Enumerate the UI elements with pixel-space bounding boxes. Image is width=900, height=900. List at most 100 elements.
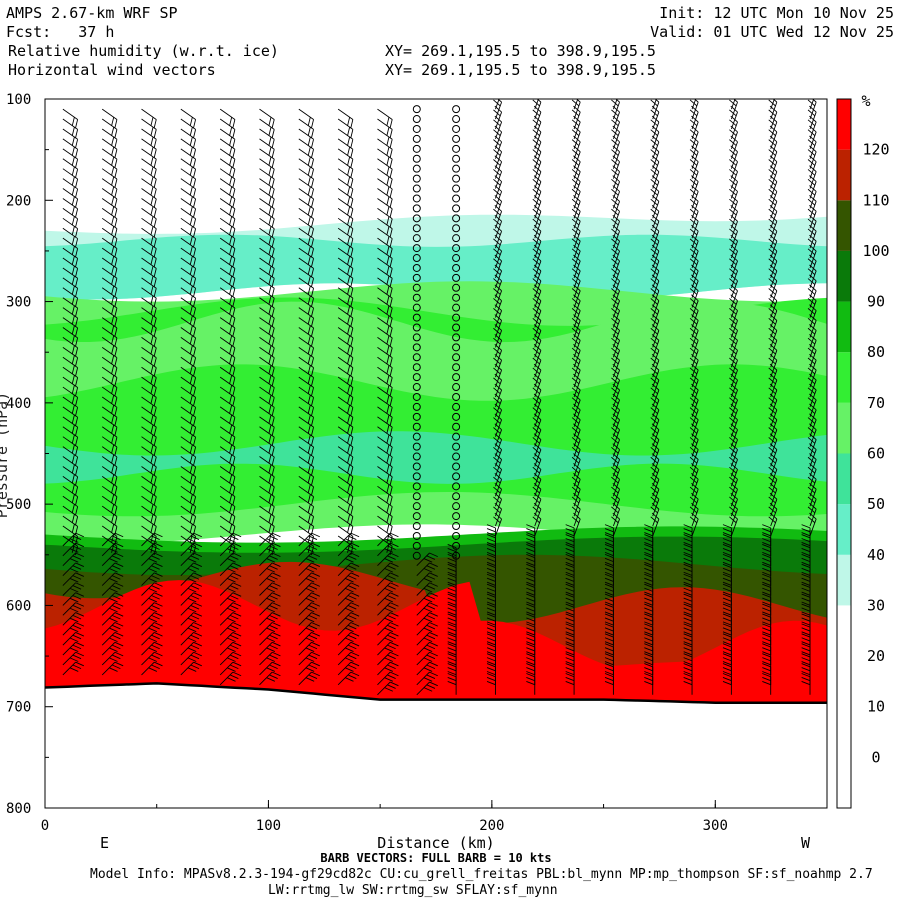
- barb-feather: [272, 661, 281, 667]
- barb-feather: [111, 325, 115, 335]
- barb-feather: [311, 602, 320, 607]
- barb-feather: [389, 476, 393, 486]
- wind-barb: [298, 426, 314, 446]
- barb-shaft: [298, 257, 314, 269]
- barb-feather: [190, 644, 200, 650]
- barb-feather: [447, 663, 457, 668]
- barb-feather: [72, 644, 82, 650]
- wind-barb: [377, 178, 393, 198]
- wind-barb: [337, 396, 354, 417]
- wind-barb: [180, 208, 197, 228]
- barb-shaft: [180, 661, 194, 676]
- barb-feather: [266, 607, 276, 613]
- barb-feather: [271, 238, 275, 248]
- wind-barb: [298, 138, 314, 159]
- wind-barb: [141, 416, 157, 437]
- barb-feather: [271, 427, 275, 437]
- barb-shaft: [180, 128, 196, 140]
- wind-barb: [416, 671, 438, 686]
- barb-shaft: [259, 642, 273, 656]
- barb-shaft: [141, 317, 157, 329]
- barb-feather: [307, 305, 311, 315]
- wind-barb: [337, 257, 354, 278]
- barb-feather: [310, 288, 314, 298]
- barb-feather: [153, 327, 157, 337]
- barb-shaft: [219, 671, 234, 686]
- barb-feather: [389, 407, 393, 417]
- barb-feather: [486, 663, 496, 668]
- wind-barb: [62, 327, 79, 347]
- wind-barb: [62, 148, 79, 169]
- wind-barb: [62, 505, 79, 526]
- barb-feather: [571, 258, 580, 266]
- wind-barb: [493, 115, 503, 140]
- barb-feather: [269, 634, 278, 640]
- barb-feather: [493, 129, 501, 136]
- barb-feather: [426, 634, 436, 640]
- barb-shaft: [298, 366, 314, 378]
- barb-shaft: [141, 651, 155, 666]
- barb-feather: [266, 657, 276, 662]
- barb-feather: [311, 631, 320, 637]
- barb-feather: [153, 159, 157, 169]
- barb-feather: [71, 395, 75, 404]
- barb-feather: [150, 474, 154, 484]
- barb-feather: [268, 226, 272, 236]
- wind-barb: [259, 267, 275, 288]
- barb-shaft: [337, 168, 354, 180]
- barb-feather: [486, 548, 496, 553]
- barb-feather: [386, 117, 390, 127]
- barb-feather: [526, 548, 535, 553]
- wind-barb: [180, 376, 197, 397]
- wind-barb: [180, 217, 197, 238]
- barb-feather: [75, 248, 79, 258]
- barb-feather: [350, 159, 354, 169]
- barb-feather: [271, 476, 275, 486]
- barb-feather: [114, 506, 118, 516]
- barb-feather: [386, 136, 390, 146]
- barb-feather: [386, 404, 390, 414]
- barb-feather: [533, 403, 542, 411]
- barb-feather: [268, 514, 272, 524]
- barb-feather: [307, 216, 311, 226]
- wind-barb: [486, 583, 496, 606]
- barb-feather: [111, 444, 115, 454]
- wind-barb: [62, 168, 79, 188]
- barb-feather: [307, 484, 311, 494]
- barb-feather: [526, 613, 535, 618]
- barb-feather: [150, 464, 154, 474]
- barb-feather: [71, 414, 75, 424]
- wind-barb: [298, 327, 314, 347]
- barb-feather: [426, 555, 436, 560]
- barb-shaft: [495, 221, 503, 239]
- barb-feather: [350, 357, 354, 367]
- barb-feather: [486, 553, 496, 559]
- barb-shaft: [101, 108, 118, 120]
- barb-feather: [189, 434, 193, 444]
- barb-feather: [193, 436, 197, 446]
- barb-feather: [111, 654, 121, 660]
- barb-feather: [571, 129, 580, 136]
- barb-feather: [153, 168, 157, 178]
- barb-feather: [447, 551, 457, 557]
- barb-shaft: [298, 376, 314, 388]
- barb-feather: [75, 532, 85, 538]
- barb-feather: [109, 617, 118, 623]
- barb-feather: [486, 583, 496, 588]
- wind-barb: [259, 582, 281, 596]
- barb-shaft: [259, 456, 275, 468]
- barb-shaft: [259, 247, 275, 259]
- barb-feather: [386, 395, 390, 404]
- barb-feather: [386, 196, 390, 206]
- wind-barb: [298, 317, 314, 337]
- wind-barb: [493, 403, 503, 427]
- barb-feather: [389, 178, 393, 188]
- barb-feather: [307, 395, 311, 404]
- wind-barb: [219, 356, 236, 377]
- barb-feather: [310, 208, 314, 218]
- colorbar-tick-label: 40: [867, 546, 885, 564]
- barb-feather: [565, 613, 575, 618]
- barb-shaft: [259, 562, 273, 576]
- barb-feather: [193, 516, 197, 526]
- barb-shaft: [101, 346, 118, 359]
